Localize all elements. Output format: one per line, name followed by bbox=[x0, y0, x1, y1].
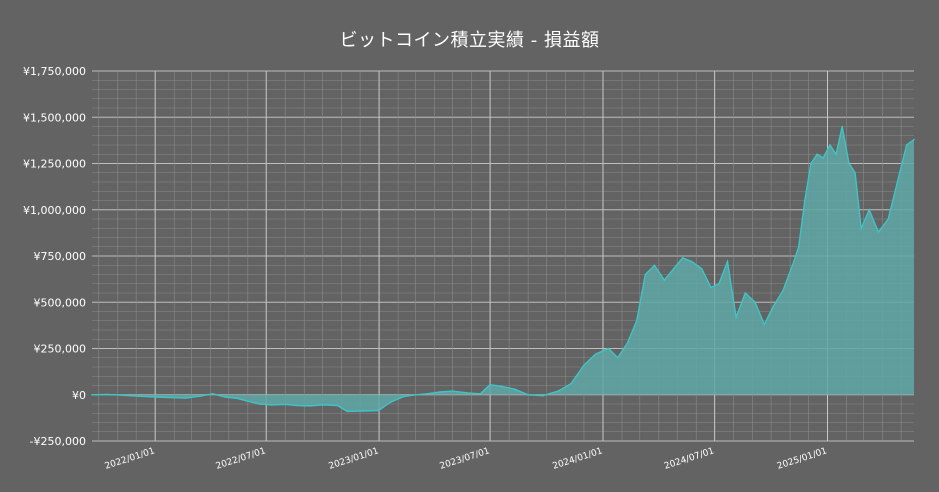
data-point bbox=[270, 404, 273, 406]
data-point bbox=[122, 394, 125, 397]
data-point bbox=[854, 172, 856, 174]
data-point bbox=[710, 286, 712, 289]
data-point bbox=[848, 162, 850, 165]
data-point bbox=[672, 268, 675, 270]
data-point bbox=[726, 260, 729, 263]
data-point bbox=[896, 181, 899, 183]
x-tick-label: 2022/01/01 bbox=[104, 446, 156, 472]
data-point bbox=[451, 390, 454, 392]
data-point bbox=[691, 260, 693, 263]
data-point bbox=[489, 383, 491, 386]
data-point bbox=[791, 264, 794, 267]
data-point bbox=[663, 279, 666, 281]
x-axis-ticks: 2022/01/01 2022/07/01 2023/01/01 2023/07/01… bbox=[104, 446, 829, 472]
y-tick-label: ¥1,000,000 bbox=[23, 204, 86, 217]
y-tick-label: ¥250,000 bbox=[34, 343, 87, 356]
data-point bbox=[816, 153, 818, 156]
data-point bbox=[466, 392, 469, 394]
data-point bbox=[804, 199, 806, 202]
data-point bbox=[527, 394, 529, 396]
data-point bbox=[635, 320, 638, 322]
y-tick-label: ¥1,250,000 bbox=[23, 158, 86, 171]
data-point bbox=[309, 405, 311, 407]
data-point bbox=[557, 390, 559, 392]
data-point bbox=[718, 283, 720, 285]
x-tick-label: 2023/01/01 bbox=[328, 446, 380, 472]
data-point bbox=[877, 231, 880, 233]
y-tick-label: ¥1,750,000 bbox=[23, 65, 86, 78]
data-point bbox=[224, 396, 226, 398]
data-point bbox=[735, 316, 737, 318]
chart-title: ビットコイン積立実績 - 損益額 bbox=[339, 30, 600, 51]
x-tick-label: 2022/07/01 bbox=[215, 446, 267, 472]
data-point bbox=[905, 144, 908, 146]
data-point bbox=[361, 410, 364, 412]
data-point bbox=[426, 393, 428, 395]
data-point bbox=[501, 385, 503, 388]
data-point bbox=[185, 397, 187, 399]
data-point bbox=[513, 388, 516, 391]
data-point bbox=[653, 264, 656, 267]
series-area bbox=[91, 125, 915, 413]
x-tick-label: 2024/01/01 bbox=[551, 446, 603, 472]
data-point bbox=[797, 246, 800, 248]
data-point bbox=[212, 393, 214, 395]
data-point bbox=[247, 400, 249, 403]
data-point bbox=[835, 153, 837, 156]
data-point bbox=[701, 268, 703, 270]
data-point bbox=[681, 257, 684, 259]
x-tick-label: 2023/07/01 bbox=[439, 446, 491, 472]
data-point bbox=[321, 404, 324, 406]
data-point bbox=[594, 353, 597, 355]
data-point bbox=[377, 409, 380, 412]
data-point bbox=[284, 403, 287, 406]
data-point bbox=[754, 301, 756, 304]
data-point bbox=[336, 404, 339, 407]
data-point bbox=[570, 382, 572, 385]
data-point bbox=[296, 404, 298, 407]
y-tick-label: ¥500,000 bbox=[34, 296, 87, 309]
data-point bbox=[542, 394, 544, 397]
data-point bbox=[868, 209, 870, 211]
data-point bbox=[583, 364, 585, 366]
data-point bbox=[887, 218, 889, 220]
x-tick-label: 2024/07/01 bbox=[663, 446, 715, 472]
data-point bbox=[137, 395, 140, 398]
data-point bbox=[346, 410, 349, 413]
data-point bbox=[389, 401, 392, 403]
data-point bbox=[829, 144, 831, 146]
data-point bbox=[616, 357, 619, 359]
data-point bbox=[106, 393, 109, 396]
data-point bbox=[479, 393, 482, 395]
data-point bbox=[781, 290, 784, 292]
data-point bbox=[772, 305, 775, 307]
data-point bbox=[841, 125, 843, 128]
x-tick-label: 2025/01/01 bbox=[776, 446, 828, 472]
data-point bbox=[154, 396, 156, 398]
data-point bbox=[91, 394, 93, 396]
data-point bbox=[913, 138, 915, 141]
data-point bbox=[439, 391, 441, 393]
data-point bbox=[644, 273, 647, 276]
data-point bbox=[626, 342, 629, 344]
y-tick-label: ¥0 bbox=[72, 389, 86, 402]
data-point bbox=[236, 397, 239, 400]
data-point bbox=[199, 395, 201, 398]
data-point bbox=[744, 292, 747, 294]
data-point bbox=[258, 403, 261, 405]
data-point bbox=[763, 323, 766, 326]
area-fill bbox=[92, 126, 914, 412]
y-axis-ticks: -¥250,000 ¥0 ¥250,000 ¥500,000 ¥750,000 ¥1,00… bbox=[23, 65, 86, 448]
data-point bbox=[607, 347, 610, 350]
data-point bbox=[822, 157, 824, 159]
y-tick-label: -¥250,000 bbox=[30, 435, 86, 448]
data-point bbox=[402, 395, 405, 398]
data-point bbox=[414, 394, 417, 396]
data-point bbox=[169, 396, 171, 399]
data-point bbox=[810, 162, 812, 165]
data-point bbox=[860, 227, 862, 230]
y-tick-label: ¥750,000 bbox=[34, 250, 87, 263]
y-tick-label: ¥1,500,000 bbox=[23, 111, 86, 124]
